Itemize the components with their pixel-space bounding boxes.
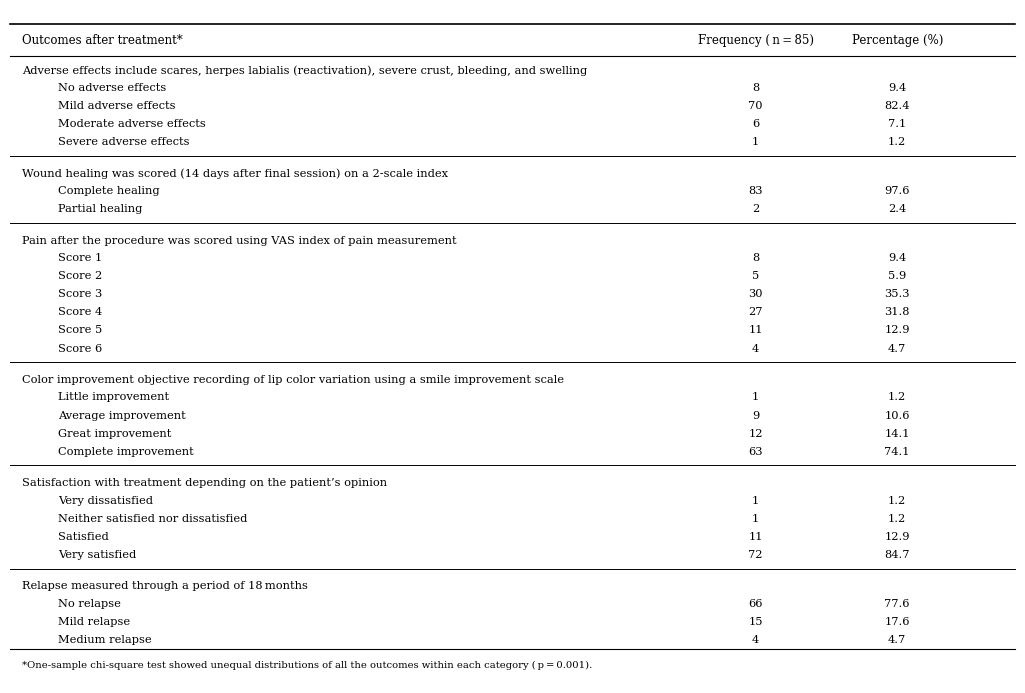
Text: Average improvement: Average improvement xyxy=(58,410,187,421)
Text: 1.2: 1.2 xyxy=(888,514,906,524)
Text: Score 4: Score 4 xyxy=(58,308,102,317)
Text: 12: 12 xyxy=(748,428,763,439)
Text: Score 3: Score 3 xyxy=(58,290,102,299)
Text: Severe adverse effects: Severe adverse effects xyxy=(58,137,190,148)
Text: 84.7: 84.7 xyxy=(885,550,910,560)
Text: Little improvement: Little improvement xyxy=(58,392,169,403)
Text: 30: 30 xyxy=(748,290,763,299)
Text: Satisfaction with treatment depending on the patient’s opinion: Satisfaction with treatment depending on… xyxy=(23,478,387,488)
Text: Very satisfied: Very satisfied xyxy=(58,550,136,560)
Text: 12.9: 12.9 xyxy=(885,326,910,335)
Text: Score 2: Score 2 xyxy=(58,272,102,281)
Text: 1.2: 1.2 xyxy=(888,495,906,506)
Text: 7.1: 7.1 xyxy=(888,119,906,130)
Text: 2.4: 2.4 xyxy=(888,204,906,214)
Text: Medium relapse: Medium relapse xyxy=(58,635,152,644)
Text: 70: 70 xyxy=(748,101,763,112)
Text: 6: 6 xyxy=(752,119,760,130)
Text: Pain after the procedure was scored using VAS index of pain measurement: Pain after the procedure was scored usin… xyxy=(23,236,457,245)
Text: 10.6: 10.6 xyxy=(885,410,910,421)
Text: Outcomes after treatment*: Outcomes after treatment* xyxy=(23,35,183,47)
Text: 4: 4 xyxy=(752,344,760,353)
Text: Score 5: Score 5 xyxy=(58,326,102,335)
Text: 4.7: 4.7 xyxy=(888,344,906,353)
Text: 4: 4 xyxy=(752,635,760,644)
Text: Score 1: Score 1 xyxy=(58,254,102,263)
Text: Complete improvement: Complete improvement xyxy=(58,446,194,457)
Text: Moderate adverse effects: Moderate adverse effects xyxy=(58,119,206,130)
Text: Neither satisfied nor dissatisfied: Neither satisfied nor dissatisfied xyxy=(58,514,248,524)
Text: 15: 15 xyxy=(748,617,763,626)
Text: 1: 1 xyxy=(752,514,760,524)
Text: Great improvement: Great improvement xyxy=(58,428,172,439)
Text: 17.6: 17.6 xyxy=(885,617,910,626)
Text: 5: 5 xyxy=(752,272,760,281)
Text: 9.4: 9.4 xyxy=(888,254,906,263)
Text: Very dissatisfied: Very dissatisfied xyxy=(58,495,154,506)
Text: 77.6: 77.6 xyxy=(885,599,910,608)
Text: 1.2: 1.2 xyxy=(888,392,906,403)
Text: 12.9: 12.9 xyxy=(885,532,910,542)
Text: *One-sample chi-square test showed unequal distributions of all the outcomes wit: *One-sample chi-square test showed unequ… xyxy=(23,661,592,670)
Text: 97.6: 97.6 xyxy=(885,186,910,196)
Text: 66: 66 xyxy=(748,599,763,608)
Text: 8: 8 xyxy=(752,254,760,263)
Text: 9: 9 xyxy=(752,410,760,421)
Text: No relapse: No relapse xyxy=(58,599,121,608)
Text: Mild adverse effects: Mild adverse effects xyxy=(58,101,176,112)
Text: 1.2: 1.2 xyxy=(888,137,906,148)
Text: 35.3: 35.3 xyxy=(885,290,910,299)
Text: Partial healing: Partial healing xyxy=(58,204,142,214)
Text: No adverse effects: No adverse effects xyxy=(58,83,167,94)
Text: 14.1: 14.1 xyxy=(885,428,910,439)
Text: 9.4: 9.4 xyxy=(888,83,906,94)
Text: Frequency ( n = 85): Frequency ( n = 85) xyxy=(698,35,814,47)
Text: 1: 1 xyxy=(752,495,760,506)
Text: 2: 2 xyxy=(752,204,760,214)
Text: 72: 72 xyxy=(748,550,763,560)
Text: 74.1: 74.1 xyxy=(885,446,910,457)
Text: 11: 11 xyxy=(748,532,763,542)
Text: 83: 83 xyxy=(748,186,763,196)
Text: 63: 63 xyxy=(748,446,763,457)
Text: 4.7: 4.7 xyxy=(888,635,906,644)
Text: 1: 1 xyxy=(752,137,760,148)
Text: Satisfied: Satisfied xyxy=(58,532,110,542)
Text: 82.4: 82.4 xyxy=(885,101,910,112)
Text: 1: 1 xyxy=(752,392,760,403)
Text: 27: 27 xyxy=(748,308,763,317)
Text: Complete healing: Complete healing xyxy=(58,186,160,196)
Text: Wound healing was scored (14 days after final session) on a 2-scale index: Wound healing was scored (14 days after … xyxy=(23,168,448,179)
Text: Relapse measured through a period of 18 months: Relapse measured through a period of 18 … xyxy=(23,581,309,591)
Text: Percentage (%): Percentage (%) xyxy=(852,35,943,47)
Text: 8: 8 xyxy=(752,83,760,94)
Text: Score 6: Score 6 xyxy=(58,344,102,353)
Text: 31.8: 31.8 xyxy=(885,308,910,317)
Text: 5.9: 5.9 xyxy=(888,272,906,281)
Text: Adverse effects include scares, herpes labialis (reactivation), severe crust, bl: Adverse effects include scares, herpes l… xyxy=(23,65,587,76)
Text: 11: 11 xyxy=(748,326,763,335)
Text: Mild relapse: Mild relapse xyxy=(58,617,130,626)
Text: Color improvement objective recording of lip color variation using a smile impro: Color improvement objective recording of… xyxy=(23,375,565,385)
